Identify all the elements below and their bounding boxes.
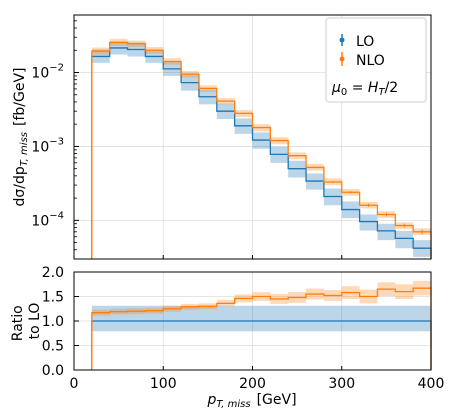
legend-item-nlo: NLO bbox=[339, 52, 385, 69]
main-bands bbox=[91, 38, 431, 257]
main-band-lo bbox=[91, 41, 431, 257]
legend-label-nlo: NLO bbox=[356, 53, 385, 69]
x-tick-label: 400 bbox=[418, 376, 445, 392]
ratio-x-ticks: 0 100 200 300 400 bbox=[70, 366, 445, 392]
ratio-panel: 0.0 0.5 1.0 1.5 2.0 0 100 200 300 400 Ratio to L… bbox=[10, 265, 444, 410]
ratio-y-tick-label: 0.5 bbox=[42, 339, 64, 355]
ratio-lines bbox=[91, 287, 432, 370]
scale-annotation: μ0 = HT/2 bbox=[331, 80, 398, 98]
ratio-y-tick-label: 1.5 bbox=[42, 290, 64, 306]
legend-item-lo: LO bbox=[339, 34, 374, 50]
x-axis-label: pT, miss [GeV] bbox=[206, 392, 296, 410]
main-y-ticks: 10−2 10−3 10−4 bbox=[31, 14, 79, 260]
x-tick-label: 300 bbox=[328, 376, 355, 392]
legend-frame bbox=[325, 17, 427, 103]
ratio-line-lo bbox=[91, 320, 432, 370]
main-line-lo bbox=[91, 47, 432, 259]
ratio-y-axis-label: Ratio to LO bbox=[10, 301, 43, 341]
ratio-bands bbox=[91, 280, 431, 332]
ratio-y-ticks: 0.0 0.5 1.0 1.5 2.0 bbox=[42, 265, 79, 379]
main-error-bars bbox=[100, 41, 423, 235]
ratio-line-nlo bbox=[91, 287, 432, 370]
x-tick-label: 200 bbox=[239, 376, 266, 392]
main-x-ticks bbox=[73, 255, 432, 259]
x-tick-label: 100 bbox=[150, 376, 177, 392]
main-y-axis-label: dσ/dpT, miss[fb/GeV] bbox=[12, 68, 30, 207]
x-tick-label: 0 bbox=[70, 376, 79, 392]
legend-label-lo: LO bbox=[356, 34, 374, 50]
main-y-tick-label: 10−3 bbox=[31, 136, 64, 155]
ratio-y-tick-label: 0.0 bbox=[42, 363, 64, 379]
ratio-y-tick-label: 2.0 bbox=[42, 265, 64, 281]
ratio-y-tick-label: 1.0 bbox=[42, 314, 64, 330]
main-y-tick-label: 10−2 bbox=[31, 63, 64, 82]
ratio-band-lo bbox=[91, 305, 431, 332]
main-panel: 10−2 10−3 10−4 dσ/dpT, miss[fb/GeV] LO NLO… bbox=[12, 14, 432, 260]
legend: LO NLO μ0 = HT/2 bbox=[325, 17, 427, 103]
main-y-tick-label: 10−4 bbox=[31, 210, 64, 229]
ratio-band-nlo bbox=[91, 280, 431, 316]
